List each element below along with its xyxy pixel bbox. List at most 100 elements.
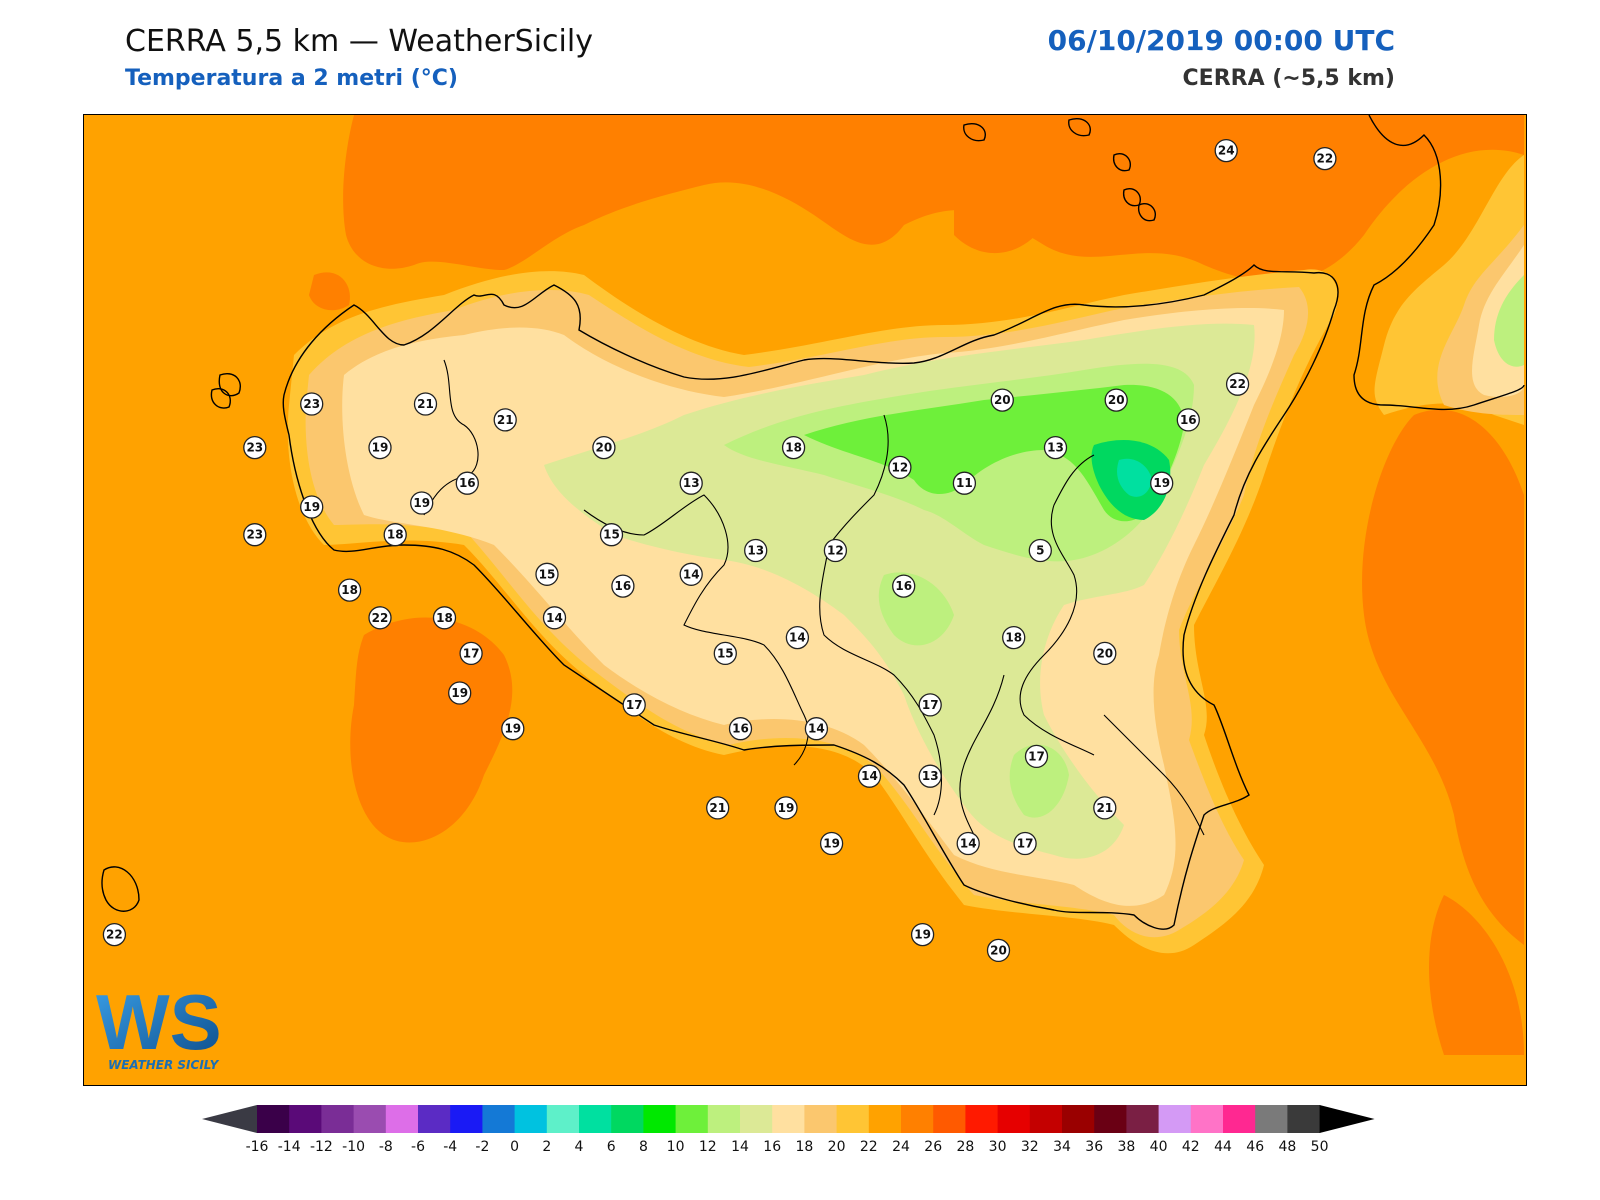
station-marker: 18 (432, 606, 457, 630)
station-marker: 23 (300, 392, 324, 416)
colorbar-tick-label: 36 (1085, 1139, 1103, 1155)
colorbar-tick-label: 34 (1053, 1139, 1071, 1155)
station-value: 19 (778, 801, 795, 815)
station-circle (1104, 388, 1128, 412)
colorbar-tick-label: -16 (246, 1139, 269, 1155)
station-marker: 13 (744, 538, 768, 563)
station-marker: 16 (892, 574, 916, 598)
calabria-land (1374, 115, 1524, 425)
map-title: CERRA 5,5 km — WeatherSicily (125, 24, 593, 59)
colorbar-tick-label: 0 (510, 1139, 519, 1155)
colorbar-swatch (1029, 1105, 1063, 1133)
temperature-colorbar: -16 -14 -12 -10 -8 -6 -4 -2 0 2 4 6 8 10 12 14 16 18 20 22 2… (202, 1105, 1375, 1155)
colorbar-swatch (1094, 1105, 1127, 1133)
colorbar-tick-label: 2 (542, 1139, 551, 1155)
station-marker: 12 (888, 455, 912, 480)
station-circle (337, 578, 362, 602)
station-circle (781, 435, 806, 460)
colorbar-tick-label: 22 (860, 1139, 878, 1155)
temperature-map: 24 22 23 21 21 23 19 20 18 20 20 22 16 13 12 11 19 19 16 19… (83, 114, 1527, 1086)
station-circle (542, 606, 567, 630)
station-circle (728, 717, 753, 741)
colorbar-swatch (868, 1105, 902, 1133)
station-marker: 16 (455, 471, 479, 495)
colorbar-swatch (514, 1105, 548, 1133)
station-marker: 16 (1176, 408, 1200, 432)
station-marker: 17 (1013, 831, 1037, 856)
colorbar-swatch (1190, 1105, 1224, 1133)
station-marker: 19 (774, 796, 798, 820)
colorbar-swatch (804, 1105, 838, 1133)
province-borders (423, 359, 1205, 836)
station-value: 14 (808, 722, 825, 736)
station-marker: 18 (781, 435, 806, 460)
logo-caption: WEATHER SICILY (108, 1058, 219, 1072)
station-value: 20 (1108, 393, 1125, 407)
station-circle (622, 693, 646, 717)
station-circle (1013, 831, 1037, 856)
station-value: 13 (747, 544, 764, 558)
station-circle (592, 435, 616, 460)
station-value: 14 (789, 631, 806, 645)
colorbar-tick-label: 40 (1150, 1139, 1168, 1155)
station-circle (910, 922, 935, 947)
station-marker: 13 (679, 471, 703, 495)
station-circle (501, 717, 525, 741)
colorbar-under-arrow (202, 1105, 257, 1133)
station-value: 23 (303, 397, 320, 411)
model-label: CERRA (~5,5 km) (1182, 66, 1395, 91)
station-marker: 23 (243, 523, 267, 547)
station-value: 19 (914, 928, 931, 942)
station-marker: 19 (501, 717, 525, 741)
station-marker: 13 (1043, 435, 1068, 460)
colorbar-swatch (579, 1105, 612, 1133)
station-marker: 21 (706, 796, 730, 820)
station-value: 22 (1317, 152, 1334, 166)
colorbar-swatch (353, 1105, 387, 1133)
station-value: 22 (106, 928, 123, 942)
station-value: 14 (861, 769, 878, 783)
station-circle (102, 922, 127, 947)
colorbar-tick-label: 10 (667, 1139, 685, 1155)
station-marker: 20 (990, 388, 1014, 412)
station-circle (611, 574, 635, 598)
station-value: 17 (1017, 837, 1034, 851)
station-marker: 22 (102, 922, 127, 947)
colorbar-tick-label: -2 (475, 1139, 489, 1155)
station-value: 23 (246, 441, 263, 455)
colorbar-tick-label: 46 (1246, 1139, 1264, 1155)
station-marker: 16 (728, 717, 753, 741)
station-circle (459, 641, 483, 666)
station-marker: 15 (535, 562, 559, 586)
station-marker: 17 (918, 693, 942, 717)
station-circle (1024, 744, 1049, 769)
station-value: 22 (1229, 377, 1246, 391)
colorbar-tick-label: -4 (443, 1139, 457, 1155)
station-marker: 14 (956, 831, 980, 856)
station-value: 21 (1096, 801, 1113, 815)
station-value: 23 (246, 528, 263, 542)
station-value: 20 (596, 441, 613, 455)
station-value: 17 (1028, 749, 1045, 763)
station-circle (952, 471, 977, 495)
station-circle (1093, 796, 1117, 820)
station-value: 13 (1047, 441, 1064, 455)
station-circle (774, 796, 798, 820)
colorbar-tick-label: 14 (731, 1139, 749, 1155)
colorbar-tick-label: 32 (1021, 1139, 1039, 1155)
colorbar-swatch (450, 1105, 483, 1133)
station-value: 18 (436, 611, 453, 625)
station-marker: 11 (952, 471, 977, 495)
station-marker: 13 (918, 764, 942, 788)
station-circle (713, 641, 737, 666)
station-marker: 22 (1313, 146, 1337, 171)
station-value: 12 (827, 544, 844, 558)
station-circle (243, 523, 267, 547)
station-circle (300, 495, 324, 519)
map-canvas: 24 22 23 21 21 23 19 20 18 20 20 22 16 13 12 11 19 19 16 19… (101, 115, 1525, 1055)
colorbar-swatch (997, 1105, 1031, 1133)
station-marker: 24 (1214, 138, 1238, 163)
station-value: 22 (372, 611, 389, 625)
colorbar-swatch (1062, 1105, 1095, 1133)
colorbar-swatch (836, 1105, 870, 1133)
